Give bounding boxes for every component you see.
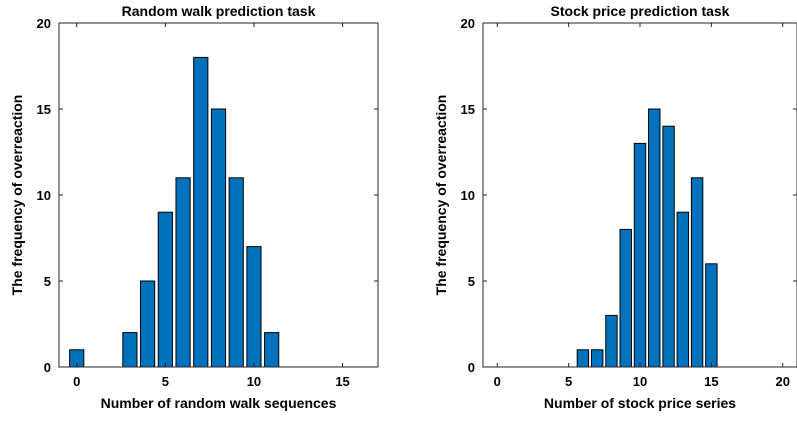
bar-x3 (122, 332, 138, 368)
bar-x6 (175, 177, 191, 368)
chart-random-walk: 0 5 10 15 20 0 5 10 15 Random walk prediction tas… (9, 3, 379, 411)
y-tick-label: 5 (44, 274, 51, 289)
bar-x4 (140, 280, 156, 368)
y-tick-label: 10 (461, 188, 475, 203)
bar-x9 (228, 177, 244, 368)
x-tick-label: 5 (162, 374, 169, 389)
x-tick-label: 10 (247, 374, 261, 389)
bar-x10 (246, 246, 262, 368)
y-tick-label: 15 (37, 102, 51, 117)
y-tick-label: 10 (37, 188, 51, 203)
bar-x8 (210, 108, 227, 368)
chart-title: Random walk prediction task (122, 3, 316, 19)
y-tick-label: 0 (468, 360, 475, 375)
x-tick-label: 5 (565, 374, 572, 389)
x-tick-label: 10 (633, 374, 647, 389)
x-tick-label: 15 (704, 374, 718, 389)
bar-x11 (264, 332, 280, 368)
bar-x7 (193, 56, 209, 368)
bar-x10 (633, 142, 647, 368)
y-axis-label: The frequency of overreaction (9, 95, 25, 296)
bar-x7 (590, 349, 604, 368)
bar-x5 (157, 211, 173, 368)
chart-stock-price: 0 5 10 15 20 0 5 10 15 20 Stock price prediction t… (433, 3, 797, 411)
x-tick-label: 15 (335, 374, 349, 389)
y-tick-label: 15 (461, 102, 475, 117)
y-tick-label: 5 (468, 274, 475, 289)
bar-x12 (662, 125, 675, 368)
chart-title: Stock price prediction task (551, 3, 730, 19)
y-tick-label: 20 (37, 16, 51, 31)
bar-x11 (648, 108, 661, 368)
x-tick-label: 0 (494, 374, 501, 389)
x-axis-label: Number of random walk sequences (101, 395, 337, 411)
bar-x15 (705, 263, 718, 368)
x-tick-label: 0 (73, 374, 80, 389)
x-tick-label: 20 (775, 374, 789, 389)
y-tick-label: 20 (461, 16, 475, 31)
bar-x14 (690, 177, 704, 368)
y-tick-label: 0 (44, 360, 51, 375)
bar-x8 (605, 314, 618, 368)
bar-x9 (619, 228, 632, 368)
bar-x6 (576, 349, 590, 368)
y-axis-label: The frequency of overreaction (433, 95, 449, 296)
bar-x13 (676, 211, 690, 368)
x-axis-label: Number of stock price series (544, 395, 736, 411)
